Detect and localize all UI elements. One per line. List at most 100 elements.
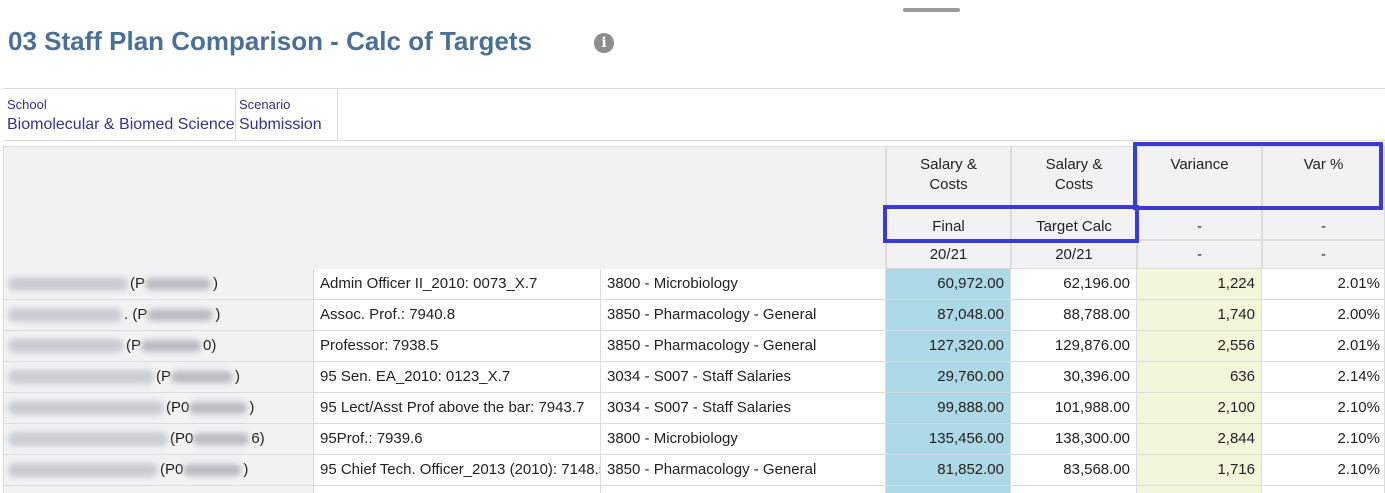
position-cell[interactable]: 95Prof.: 7939.6 (314, 424, 601, 455)
cost-centre-cell[interactable]: 3034 - S007 - Staff Salaries (601, 362, 886, 393)
pov-scenario-value[interactable]: Submission (239, 116, 322, 133)
pov-scenario-label: Scenario (239, 97, 291, 112)
col-header-target[interactable]: Salary & Costs (1011, 146, 1137, 208)
page-title: 03 Staff Plan Comparison - Calc of Targe… (8, 26, 532, 56)
redacted-id (193, 433, 250, 446)
cost-centre-cell[interactable]: 3034 - S007 - Staff Salaries (601, 393, 886, 424)
col-header-variance-label: Variance (1170, 156, 1229, 173)
pov-school-value[interactable]: Biomolecular & Biomed Science (7, 116, 235, 133)
table-row: (P0) 95 Lect/Asst Prof above the bar: 79… (3, 393, 1385, 424)
col-version-final[interactable]: Final (886, 208, 1011, 240)
position-cell[interactable] (314, 486, 601, 493)
pov-bar: School Biomolecular & Biomed Science Sce… (3, 88, 1385, 141)
redacted-id (189, 402, 248, 415)
redacted-id (171, 371, 233, 384)
final-cell[interactable]: 135,456.00 (886, 424, 1011, 455)
col-year-var-pct[interactable]: - (1262, 240, 1385, 269)
target-cell[interactable] (1011, 486, 1137, 493)
position-cell[interactable]: 95 Sen. EA_2010: 0123_X.7 (314, 362, 601, 393)
pov-scenario[interactable]: Scenario Submission (235, 89, 338, 140)
variance-cell[interactable]: 1,716 (1137, 455, 1262, 486)
variance-cell[interactable]: 2,844 (1137, 424, 1262, 455)
pov-school[interactable]: School Biomolecular & Biomed Science (3, 89, 236, 140)
employee-name-cell[interactable]: (P0) (3, 455, 314, 486)
col-header-var-pct[interactable]: Var % (1262, 146, 1385, 208)
var-pct-cell[interactable] (1262, 486, 1385, 493)
cost-centre-cell[interactable]: 3850 - Pharmacology - General (601, 455, 886, 486)
employee-name-cell[interactable]: . (P) (3, 300, 314, 331)
employee-name-cell[interactable]: (P) (3, 362, 314, 393)
col-year-var-pct-label: - (1321, 246, 1326, 263)
redacted-name (8, 308, 122, 323)
var-pct-cell[interactable]: 2.10% (1262, 455, 1385, 486)
variance-cell[interactable]: 1,740 (1137, 300, 1262, 331)
col-year-variance[interactable]: - (1137, 240, 1262, 269)
final-cell[interactable]: 87,048.00 (886, 300, 1011, 331)
target-cell[interactable]: 129,876.00 (1011, 331, 1137, 362)
col-version-variance-label: - (1197, 218, 1202, 235)
final-cell[interactable]: 81,852.00 (886, 455, 1011, 486)
cost-centre-cell[interactable]: 3800 - Microbiology (601, 269, 886, 300)
employee-id-suffix: ) (235, 368, 240, 385)
target-cell[interactable]: 101,988.00 (1011, 393, 1137, 424)
drag-handle[interactable] (903, 8, 960, 12)
var-pct-cell[interactable]: 2.00% (1262, 300, 1385, 331)
table-row: . (P) Assoc. Prof.: 7940.8 3850 - Pharma… (3, 300, 1385, 331)
cost-centre-cell[interactable]: 3800 - Microbiology (601, 424, 886, 455)
col-year-target[interactable]: 20/21 (1011, 240, 1137, 269)
col-year-final[interactable]: 20/21 (886, 240, 1011, 269)
final-cell[interactable]: 29,760.00 (886, 362, 1011, 393)
employee-id-suffix: ) (249, 399, 255, 416)
employee-id-suffix: ) (215, 306, 221, 323)
col-year-target-label: 20/21 (1055, 246, 1093, 263)
employee-name-cell[interactable] (3, 486, 314, 493)
col-year-final-label: 20/21 (929, 246, 968, 263)
var-pct-cell[interactable]: 2.01% (1262, 331, 1385, 362)
employee-id-prefix: (P0 (160, 461, 184, 478)
target-cell[interactable]: 62,196.00 (1011, 269, 1137, 300)
redacted-name (8, 370, 154, 385)
col-year-variance-label: - (1197, 246, 1202, 263)
employee-name-cell[interactable]: (P) (3, 269, 314, 300)
row-header-blank (3, 146, 886, 269)
variance-cell[interactable] (1137, 486, 1262, 493)
final-cell[interactable]: 127,320.00 (886, 331, 1011, 362)
target-cell[interactable]: 88,788.00 (1011, 300, 1137, 331)
col-header-variance[interactable]: Variance (1137, 146, 1262, 208)
variance-cell[interactable]: 2,556 (1137, 331, 1262, 362)
variance-cell[interactable]: 2,100 (1137, 393, 1262, 424)
redacted-name (8, 463, 158, 478)
target-cell[interactable]: 138,300.00 (1011, 424, 1137, 455)
position-cell[interactable]: Assoc. Prof.: 7940.8 (314, 300, 601, 331)
var-pct-cell[interactable]: 2.01% (1262, 269, 1385, 300)
final-cell[interactable] (886, 486, 1011, 493)
position-cell[interactable]: Admin Officer II_2010: 0073_X.7 (314, 269, 601, 300)
position-cell[interactable]: 95 Chief Tech. Officer_2013 (2010): 7148… (314, 455, 601, 486)
final-cell[interactable]: 99,888.00 (886, 393, 1011, 424)
target-cell[interactable]: 83,568.00 (1011, 455, 1137, 486)
info-icon[interactable]: i (594, 33, 614, 53)
variance-cell[interactable]: 1,224 (1137, 269, 1262, 300)
col-version-variance[interactable]: - (1137, 208, 1262, 240)
var-pct-cell[interactable]: 2.10% (1262, 393, 1385, 424)
employee-id-suffix: ) (243, 461, 249, 478)
employee-name-cell[interactable]: (P0 6) (3, 424, 314, 455)
position-cell[interactable]: 95 Lect/Asst Prof above the bar: 7943.7 (314, 393, 601, 424)
employee-name-cell[interactable]: (P0) (3, 393, 314, 424)
cost-centre-cell[interactable]: 3850 - Pharmacology - General (601, 300, 886, 331)
position-cell[interactable]: Professor: 7938.5 (314, 331, 601, 362)
final-cell[interactable]: 60,972.00 (886, 269, 1011, 300)
var-pct-cell[interactable]: 2.10% (1262, 424, 1385, 455)
cost-centre-cell[interactable] (601, 486, 886, 493)
target-cell[interactable]: 30,396.00 (1011, 362, 1137, 393)
col-version-var-pct[interactable]: - (1262, 208, 1385, 240)
cost-centre-cell[interactable]: 3850 - Pharmacology - General (601, 331, 886, 362)
var-pct-cell[interactable]: 2.14% (1262, 362, 1385, 393)
col-header-final[interactable]: Salary & Costs (886, 146, 1011, 208)
table-row: (P) Admin Officer II_2010: 0073_X.7 3800… (3, 269, 1385, 300)
col-version-target[interactable]: Target Calc (1011, 208, 1137, 240)
variance-cell[interactable]: 636 (1137, 362, 1262, 393)
data-grid: Salary & Costs Salary & Costs Variance Var… (3, 146, 1385, 493)
col-header-var-pct-label: Var % (1303, 156, 1344, 173)
